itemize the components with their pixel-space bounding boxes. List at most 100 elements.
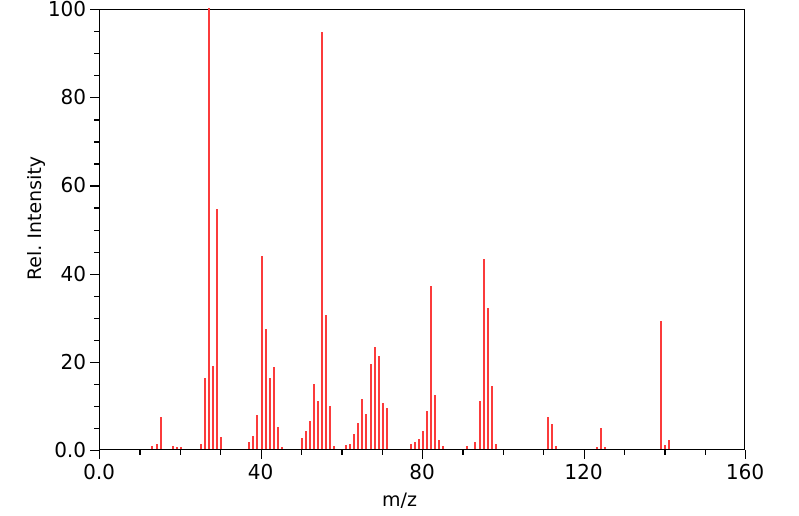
peak-bar <box>466 445 469 449</box>
y-major-tick <box>90 9 99 11</box>
peak-bar <box>551 423 554 449</box>
x-minor-tick <box>704 450 706 455</box>
peak-bar <box>660 321 663 449</box>
peak-bar <box>357 422 360 449</box>
y-minor-tick <box>94 339 99 342</box>
peak-bar <box>442 446 445 449</box>
x-major-tick <box>99 450 101 459</box>
spectrum-peaks <box>100 8 744 449</box>
y-major-tick <box>90 185 99 187</box>
peak-bar <box>268 378 271 449</box>
x-minor-tick <box>543 450 545 455</box>
y-minor-tick <box>94 251 99 253</box>
peak-bar <box>212 365 215 449</box>
peak-bar <box>179 447 182 449</box>
peak-bar <box>426 410 429 449</box>
peak-bar <box>369 363 372 449</box>
peak-bar <box>353 433 356 449</box>
peak-bar <box>361 399 364 449</box>
peak-bar <box>482 259 485 449</box>
peak-bar <box>478 400 481 449</box>
x-minor-tick <box>462 450 464 455</box>
peak-bar <box>312 384 315 449</box>
peak-bar <box>300 438 303 449</box>
y-minor-tick <box>94 119 99 121</box>
peak-bar <box>171 446 174 449</box>
peak-bar <box>155 444 158 449</box>
peak-bar <box>199 443 202 449</box>
peak-bar <box>417 439 420 449</box>
peak-bar <box>220 437 223 449</box>
y-major-tick <box>90 450 99 452</box>
peak-bar <box>203 378 206 449</box>
y-tick-label: 60 <box>60 173 86 198</box>
y-minor-tick <box>94 295 99 297</box>
peak-bar <box>438 440 441 449</box>
y-minor-tick <box>94 405 99 408</box>
peak-bar <box>256 414 259 449</box>
x-minor-tick <box>341 450 343 455</box>
x-tick-label: 120 <box>564 460 603 484</box>
peak-bar <box>486 307 489 449</box>
peak-bar <box>308 420 311 449</box>
x-minor-tick <box>623 450 626 455</box>
x-major-tick <box>260 450 262 459</box>
peak-bar <box>365 414 368 449</box>
peak-bar <box>430 285 433 449</box>
peak-bar <box>333 446 336 449</box>
peak-bar <box>151 446 154 449</box>
peak-bar <box>175 446 178 449</box>
y-minor-tick <box>94 163 99 165</box>
x-major-tick <box>422 450 424 459</box>
x-tick-label: 80 <box>409 460 435 484</box>
peak-bar <box>413 442 416 449</box>
peak-bar <box>264 329 267 449</box>
peak-bar <box>325 315 328 449</box>
peak-bar <box>252 435 255 449</box>
x-minor-tick <box>139 450 141 455</box>
y-major-tick <box>90 97 99 99</box>
x-major-tick <box>745 450 747 459</box>
y-minor-tick <box>94 427 99 430</box>
y-minor-tick <box>94 31 99 33</box>
peak-bar <box>329 405 332 449</box>
x-minor-tick <box>179 450 182 455</box>
peak-bar <box>599 427 602 449</box>
peak-bar <box>603 447 606 449</box>
peak-bar <box>385 408 388 449</box>
y-minor-tick <box>94 317 99 319</box>
x-minor-tick <box>664 450 666 455</box>
peak-bar <box>280 446 283 449</box>
x-minor-tick <box>300 450 303 455</box>
peak-bar <box>668 440 671 449</box>
x-major-tick <box>583 450 585 459</box>
y-tick-label: 40 <box>60 261 86 286</box>
peak-bar <box>159 417 162 449</box>
x-tick-label: 40 <box>247 460 274 484</box>
peak-bar <box>216 209 219 449</box>
peak-bar <box>208 8 210 449</box>
peak-bar <box>260 255 263 449</box>
peak-bar <box>434 394 437 449</box>
y-axis-title: Rel. Intensity <box>24 155 46 281</box>
y-minor-tick <box>94 53 99 55</box>
peak-bar <box>422 430 424 449</box>
y-tick-label: 0.0 <box>54 438 86 462</box>
peak-bar <box>345 445 348 449</box>
x-minor-tick <box>502 450 505 455</box>
peak-bar <box>304 431 307 449</box>
peak-bar <box>317 401 320 449</box>
x-minor-tick <box>220 450 222 455</box>
y-minor-tick <box>94 75 99 77</box>
peak-bar <box>494 443 497 449</box>
x-tick-label: 0.0 <box>83 460 115 484</box>
peak-bar <box>490 386 493 449</box>
peak-bar <box>547 417 550 449</box>
peak-bar <box>276 426 279 449</box>
y-tick-label: 80 <box>60 85 86 110</box>
y-major-tick <box>90 273 99 275</box>
peak-bar <box>373 346 376 449</box>
plot-area <box>99 8 745 450</box>
peak-bar <box>555 446 558 449</box>
y-minor-tick <box>94 229 99 231</box>
